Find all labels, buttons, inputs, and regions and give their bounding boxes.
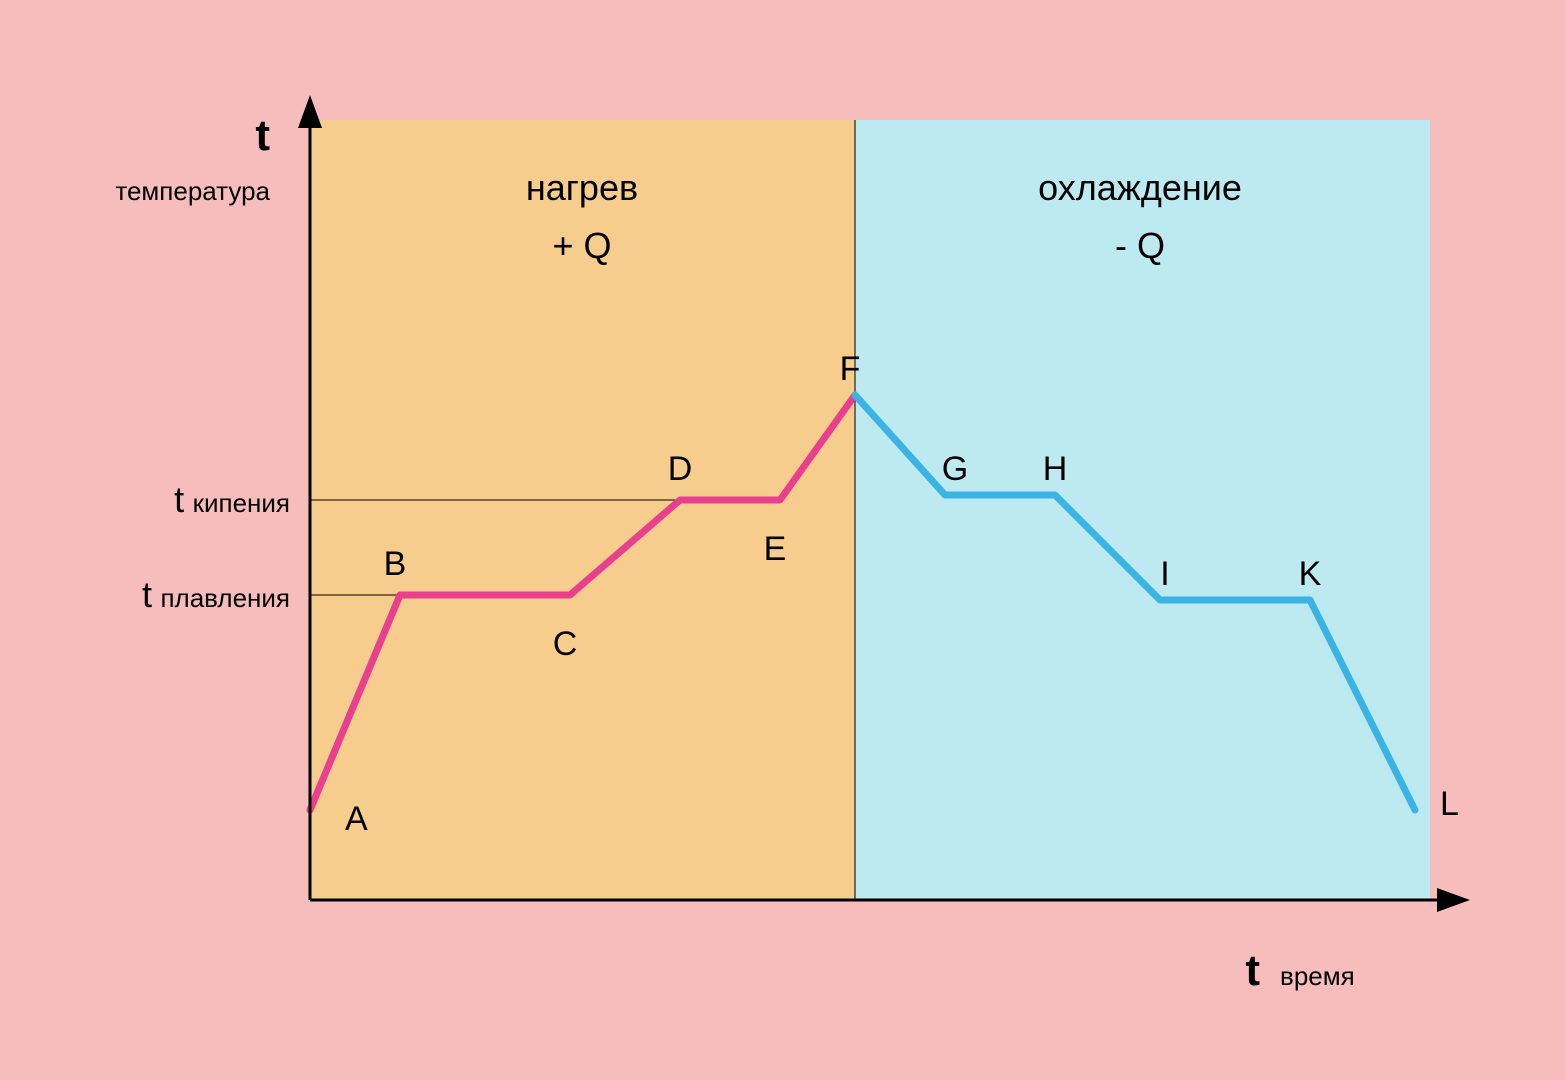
point-label-A: A bbox=[345, 800, 368, 838]
point-label-H: H bbox=[1043, 450, 1068, 488]
point-label-K: K bbox=[1299, 555, 1322, 593]
heating-sub: + Q bbox=[552, 225, 611, 266]
cooling-title: охлаждение bbox=[1038, 167, 1242, 208]
boiling-label: t кипения bbox=[174, 479, 290, 520]
y-axis-word: температура bbox=[115, 176, 270, 206]
x-axis-word: время bbox=[1280, 961, 1355, 991]
point-label-C: C bbox=[553, 625, 578, 663]
point-label-G: G bbox=[942, 450, 968, 488]
heating-title: нагрев bbox=[526, 167, 638, 208]
point-label-D: D bbox=[668, 450, 693, 488]
x-axis-symbol: t bbox=[1245, 946, 1260, 995]
melting-label: t плавления bbox=[142, 574, 290, 615]
point-label-I: I bbox=[1160, 555, 1169, 593]
cooling-sub: - Q bbox=[1115, 225, 1165, 266]
point-label-L: L bbox=[1440, 785, 1459, 823]
point-label-F: F bbox=[840, 350, 861, 388]
point-label-E: E bbox=[764, 530, 787, 568]
point-label-B: B bbox=[384, 545, 407, 583]
phase-change-diagram: t температура t время нагрев + Q охлажде… bbox=[0, 0, 1565, 1080]
y-axis-symbol: t bbox=[255, 111, 270, 160]
